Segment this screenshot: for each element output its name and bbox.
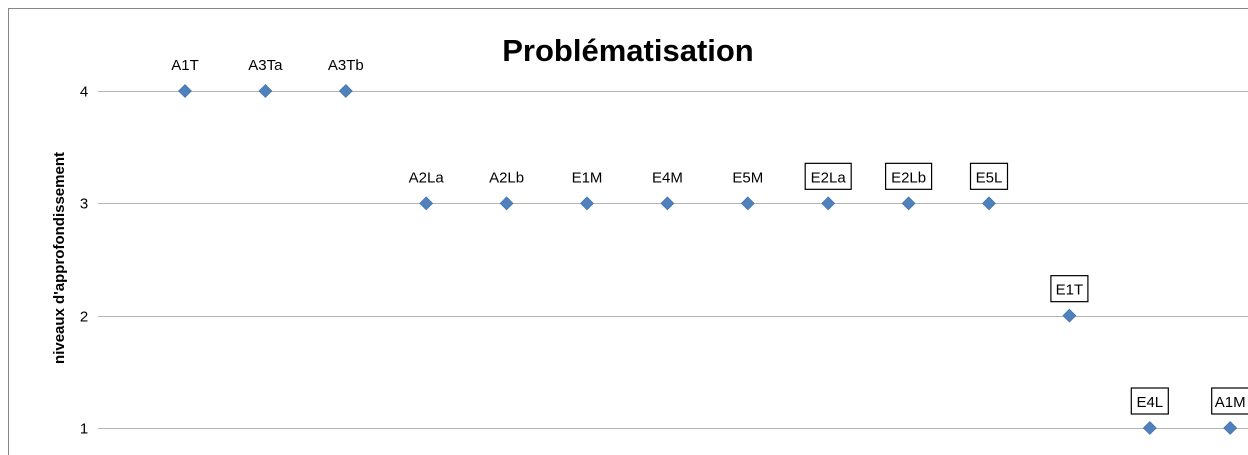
data-point: E4L — [1130, 387, 1169, 435]
data-label: A1M — [1215, 394, 1246, 411]
data-point: A2Lb — [489, 169, 524, 211]
data-point: E2La — [804, 162, 852, 211]
data-label: E5M — [732, 169, 763, 186]
chart-frame — [8, 8, 1248, 455]
data-label: E1M — [572, 169, 603, 186]
diamond-marker — [258, 84, 273, 98]
data-label-box — [1130, 387, 1169, 415]
data-label: A2Lb — [489, 169, 524, 186]
data-point: A3Tb — [328, 57, 364, 98]
diamond-marker — [580, 196, 594, 211]
data-point: A3Ta — [248, 57, 283, 98]
y-tick-label: 2 — [80, 309, 88, 326]
data-label-box — [1050, 275, 1089, 303]
data-point: E5L — [969, 162, 1009, 211]
chart-title: Problématisation — [502, 33, 754, 68]
diamond-marker — [419, 196, 434, 211]
diamond-marker — [821, 196, 836, 211]
data-point: E5M — [732, 169, 763, 211]
diamond-marker — [740, 196, 755, 211]
data-label-box — [804, 162, 852, 190]
y-tick-label: 3 — [80, 196, 88, 213]
diamond-marker — [1223, 421, 1238, 435]
diamond-marker — [660, 196, 675, 211]
data-label: E2Lb — [891, 169, 926, 186]
data-label: E1T — [1056, 282, 1084, 299]
data-label: E4L — [1136, 394, 1163, 411]
gridlines — [98, 91, 1248, 429]
diamond-marker — [1142, 421, 1157, 435]
data-point: E1M — [572, 169, 603, 211]
diamond-marker — [338, 84, 353, 98]
data-label-box — [969, 162, 1009, 190]
diamond-marker — [1062, 308, 1077, 323]
data-label: E4M — [652, 169, 683, 186]
diamond-marker — [499, 196, 514, 211]
y-axis-label: niveaux d'approfondissement — [51, 152, 68, 364]
data-point: E2Lb — [884, 162, 933, 211]
data-point: A1T — [171, 57, 199, 98]
diamond-marker — [982, 196, 996, 211]
data-label: E5L — [976, 169, 1003, 186]
data-label-box — [1211, 387, 1248, 415]
data-point: A1M — [1211, 387, 1248, 435]
data-label: E2La — [811, 169, 847, 186]
data-label: A3Ta — [248, 57, 283, 74]
diamond-marker — [901, 196, 916, 211]
data-points: A1T A3Ta A3Tb A2La A2Lb E1M E4M E5M E2La E2Lb E5L E… — [171, 57, 1248, 435]
data-point: E1T — [1050, 275, 1089, 323]
diamond-marker — [178, 84, 192, 98]
y-tick-label: 1 — [80, 421, 88, 438]
data-point: E4M — [652, 169, 683, 211]
data-label: A1T — [171, 57, 199, 74]
data-label: A2La — [409, 169, 445, 186]
y-axis-ticks: 1 2 3 4 — [80, 84, 88, 438]
data-label: A3Tb — [328, 57, 364, 74]
data-label-box — [884, 162, 933, 190]
data-point: A2La — [409, 169, 445, 211]
y-tick-label: 4 — [80, 84, 88, 101]
